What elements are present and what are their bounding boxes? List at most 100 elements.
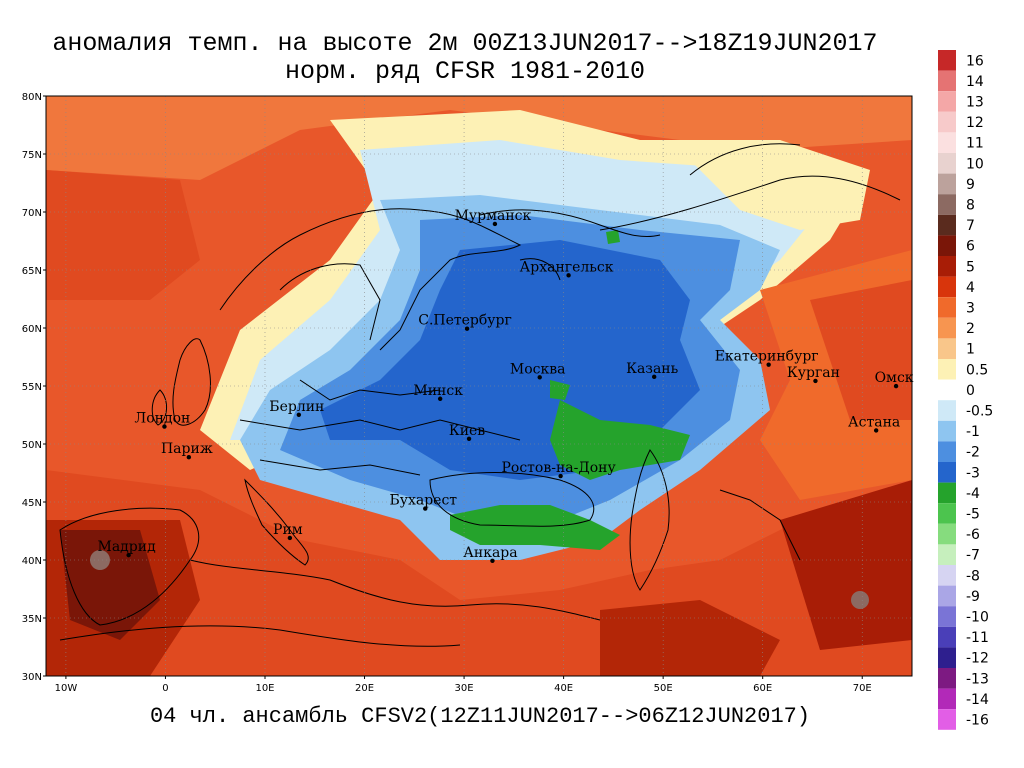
city-label: Рим [273,522,303,538]
city-marker [186,455,192,460]
colorbar-label: -14 [966,692,989,708]
lat-label: 30N [22,672,42,683]
map-title-line1: аномалия темп. на высоте 2м 00Z13JUN2017… [52,29,878,58]
colorbar-swatch [938,441,956,462]
lat-label: 35N [22,614,42,625]
city-marker [537,375,542,380]
colorbar-swatch [938,688,956,710]
city-label: Минск [413,383,463,399]
colorbar-label: 10 [966,156,984,172]
city-label: Мадрид [98,539,157,555]
colorbar-swatch [938,297,956,318]
city-marker [464,326,470,331]
lat-label: 45N [22,498,42,509]
city-marker [566,273,571,278]
city-label: Берлин [269,399,324,415]
colorbar-label: 0.5 [966,362,988,378]
colorbar-swatch [938,50,956,71]
colorbar-label: -10 [966,610,989,626]
city-label: Екатеринбург [715,349,819,365]
city-marker [437,396,443,401]
colorbar-label: 5 [966,259,975,275]
colorbar-swatch [938,91,956,112]
colorbar-swatch [938,544,956,565]
colorbar-swatch [938,70,956,92]
lon-label: 10E [255,683,274,694]
city-label: Архангельск [520,259,614,275]
colorbar: 16 14 13 12 11 10 9 8 7 6 5 4 3 2 1 0.5 0 -0.5 -1 -2 -3 -4 -5 -… [938,50,993,730]
colorbar-swatch [938,256,956,277]
colorbar-swatch [938,709,956,730]
city-marker [423,506,428,511]
colorbar-label: 0 [966,383,975,399]
city-label: Ростов-на-Дону [501,460,616,476]
lat-label: 55N [22,382,42,393]
longitude-labels: 10W 0 10E 20E 30E 40E 50E 60E 70E [55,676,872,694]
colorbar-label: 16 [966,53,984,69]
colorbar-label: 4 [966,280,975,296]
city-label: Курган [787,365,840,381]
colorbar-swatch [938,523,956,545]
city-label: Лондон [135,411,191,427]
colorbar-swatch [938,400,956,421]
city-label: Астана [848,414,900,430]
lat-label: 65N [22,266,42,277]
city-label: Казань [626,361,678,377]
lat-label: 50N [22,440,42,451]
colorbar-swatch [938,379,956,401]
city-label: Париж [161,441,213,457]
city-label: Бухарест [389,493,457,509]
colorbar-label: -6 [966,527,980,543]
city-marker [893,383,899,389]
city-label: Москва [510,361,566,377]
city-marker [287,535,293,541]
colorbar-label: -3 [966,465,980,481]
city-marker [492,221,498,227]
ensemble-footer: 04 чл. ансамбль CFSV2(12Z11JUN2017-->06Z… [149,704,811,729]
lon-label: 50E [654,683,673,694]
colorbar-label: 3 [966,301,975,317]
city-marker [490,558,495,564]
city-marker [466,436,472,441]
grid-lines [46,96,912,676]
lat-label: 75N [22,150,42,161]
colorbar-swatch [938,585,956,607]
lon-label: 40E [554,683,573,694]
lon-label: 10W [55,683,78,694]
colorbar-swatch [938,111,956,133]
colorbar-label: -2 [966,445,980,461]
city-marker [651,374,657,380]
colorbar-swatch [938,420,956,442]
colorbar-swatch [938,482,956,504]
colorbar-swatch [938,503,956,524]
city-marker [873,428,879,433]
city-marker [558,473,563,479]
city-marker [162,424,167,429]
latitude-labels: 80N 75N 70N 65N 60N 55N 50N 45N 40N 35N 30N [22,92,46,683]
lon-label: 70E [853,683,872,694]
colorbar-label: -0.5 [966,404,993,420]
colorbar-label: -13 [966,671,989,687]
city-label: Омск [875,370,914,386]
colorbar-label: 1 [966,342,975,358]
colorbar-swatch [938,317,956,339]
colorbar-swatch [938,462,956,483]
lat-label: 80N [22,92,42,103]
city-marker [766,362,771,367]
colorbar-label: 8 [966,198,975,214]
colorbar-swatch [938,214,956,236]
colorbar-label: 6 [966,239,975,255]
colorbar-swatch [938,235,956,256]
city-label: С.Петербург [418,313,512,329]
colorbar-swatch [938,338,956,359]
colorbar-swatch [938,626,956,648]
colorbar-swatch [938,276,956,298]
colorbar-swatch [938,647,956,668]
colorbar-label: -8 [966,568,980,584]
colorbar-swatch [938,132,956,153]
lon-label: 20E [355,683,374,694]
coastlines [59,143,901,647]
city-label: Киев [449,423,485,439]
city-marker [296,412,302,417]
